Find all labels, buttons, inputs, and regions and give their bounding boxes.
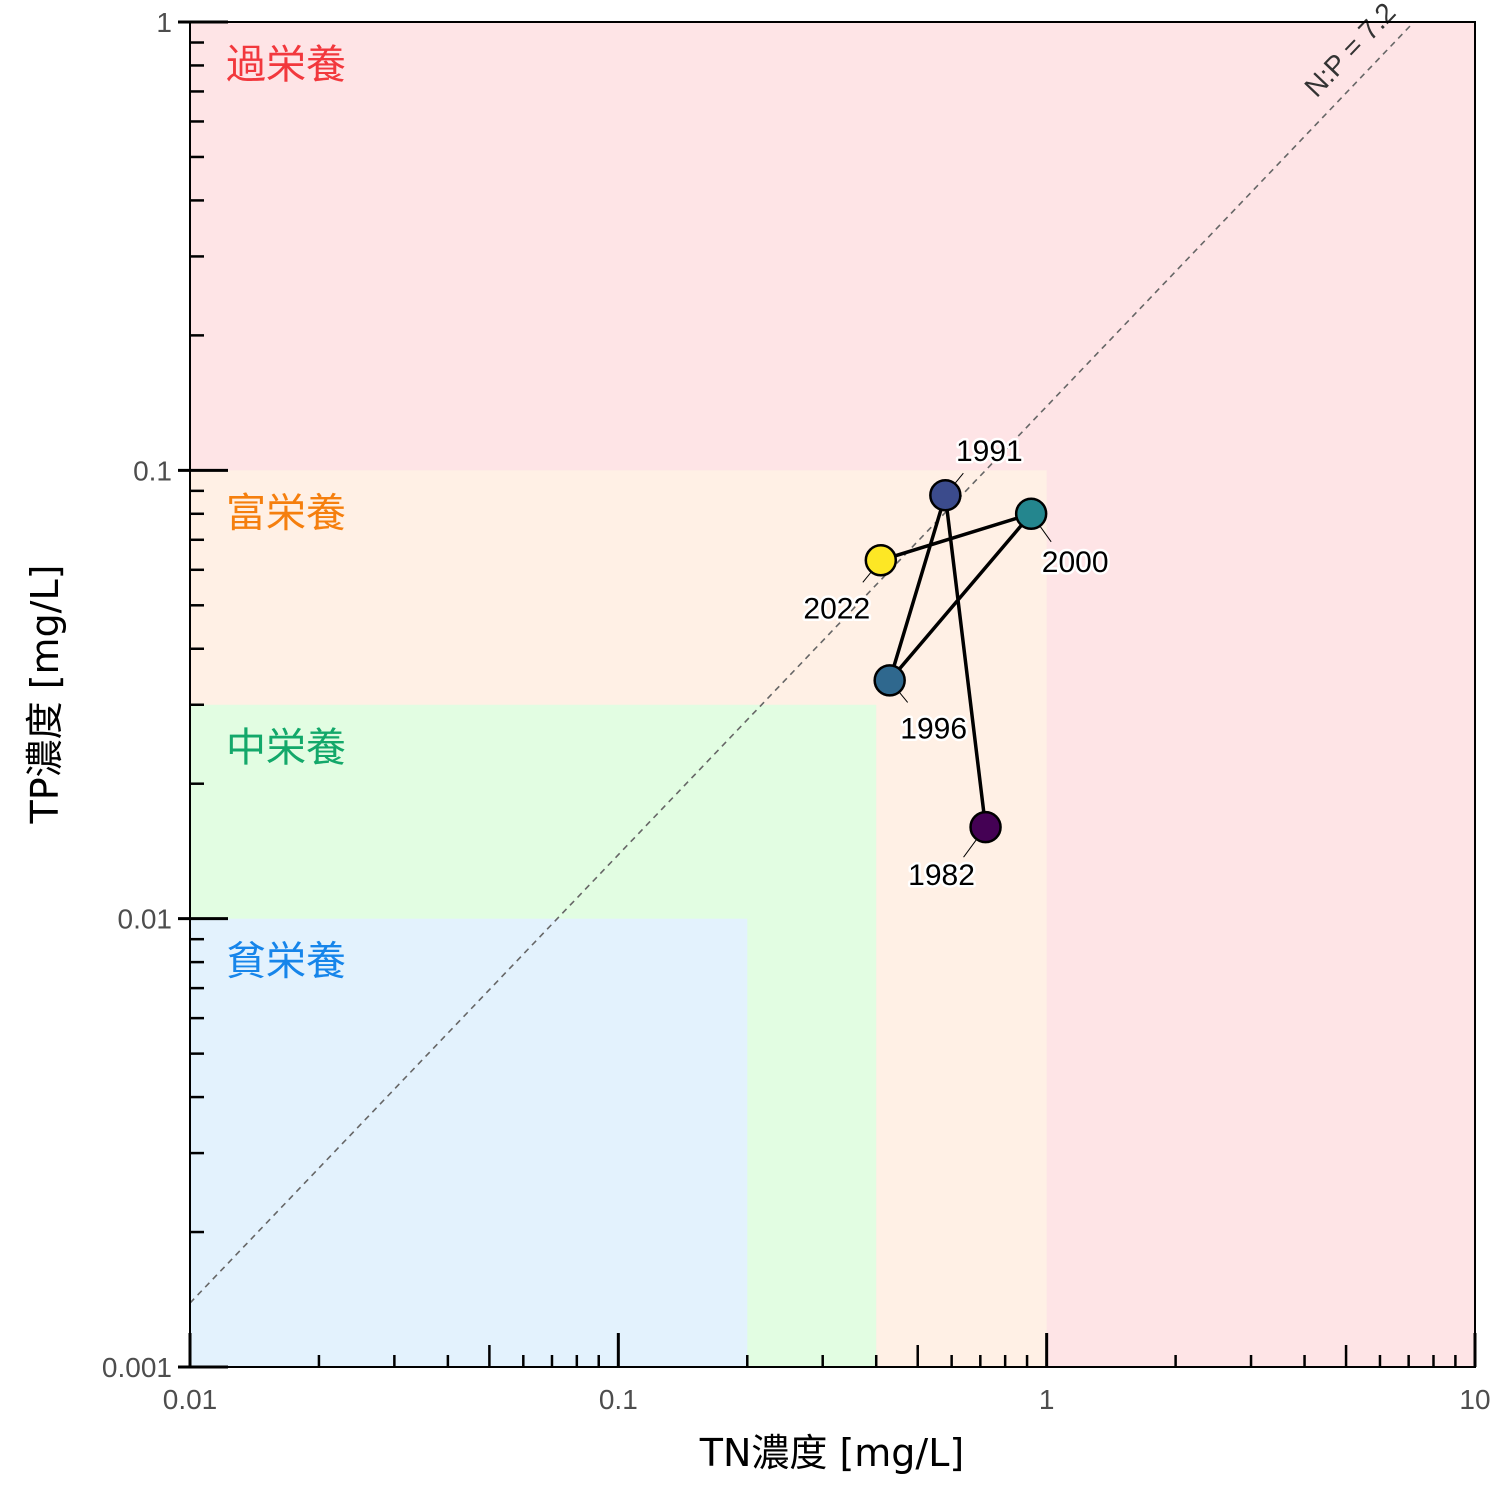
x-tick-label: 10: [1459, 1384, 1490, 1415]
x-axis-title: TN濃度 [mg/L]: [699, 1431, 964, 1475]
zone-hypereutrophic-label: 過栄養: [226, 42, 346, 88]
y-tick-label: 0.001: [102, 1352, 172, 1383]
reference-line: [189, 21, 1415, 1304]
point-label-2022: 2022: [803, 592, 870, 625]
point-1982: [969, 810, 1002, 844]
x-tick-label: 0.01: [163, 1384, 218, 1415]
y-tick-label: 0.1: [133, 455, 172, 486]
point-label-2000: 2000: [1042, 546, 1109, 579]
point-1996: [873, 664, 906, 697]
point-2022: [864, 544, 898, 577]
zone-eutrophic-label: 富栄養: [226, 490, 346, 536]
zone-oligotrophic: [190, 918, 748, 1367]
y-axis-title: TP濃度 [mg/L]: [23, 565, 67, 825]
y-tick-label: 0.01: [118, 904, 173, 935]
x-tick-label: 0.1: [599, 1384, 638, 1415]
zone-oligotrophic-label: 貧栄養: [226, 939, 346, 985]
point-1991: [929, 478, 962, 512]
data-points: 1982 1991 1996 2000 2022: [801, 433, 1111, 895]
point-label-1996: 1996: [900, 712, 967, 745]
point-label-1982: 1982: [908, 859, 975, 892]
point-label-1991: 1991: [956, 435, 1023, 468]
x-tick-label: 1: [1039, 1384, 1055, 1415]
point-2000: [1014, 497, 1048, 531]
plot-frame: [189, 21, 1476, 1368]
y-tick-label: 1: [156, 7, 172, 38]
zone-mesotrophic-label: 中栄養: [226, 725, 346, 771]
